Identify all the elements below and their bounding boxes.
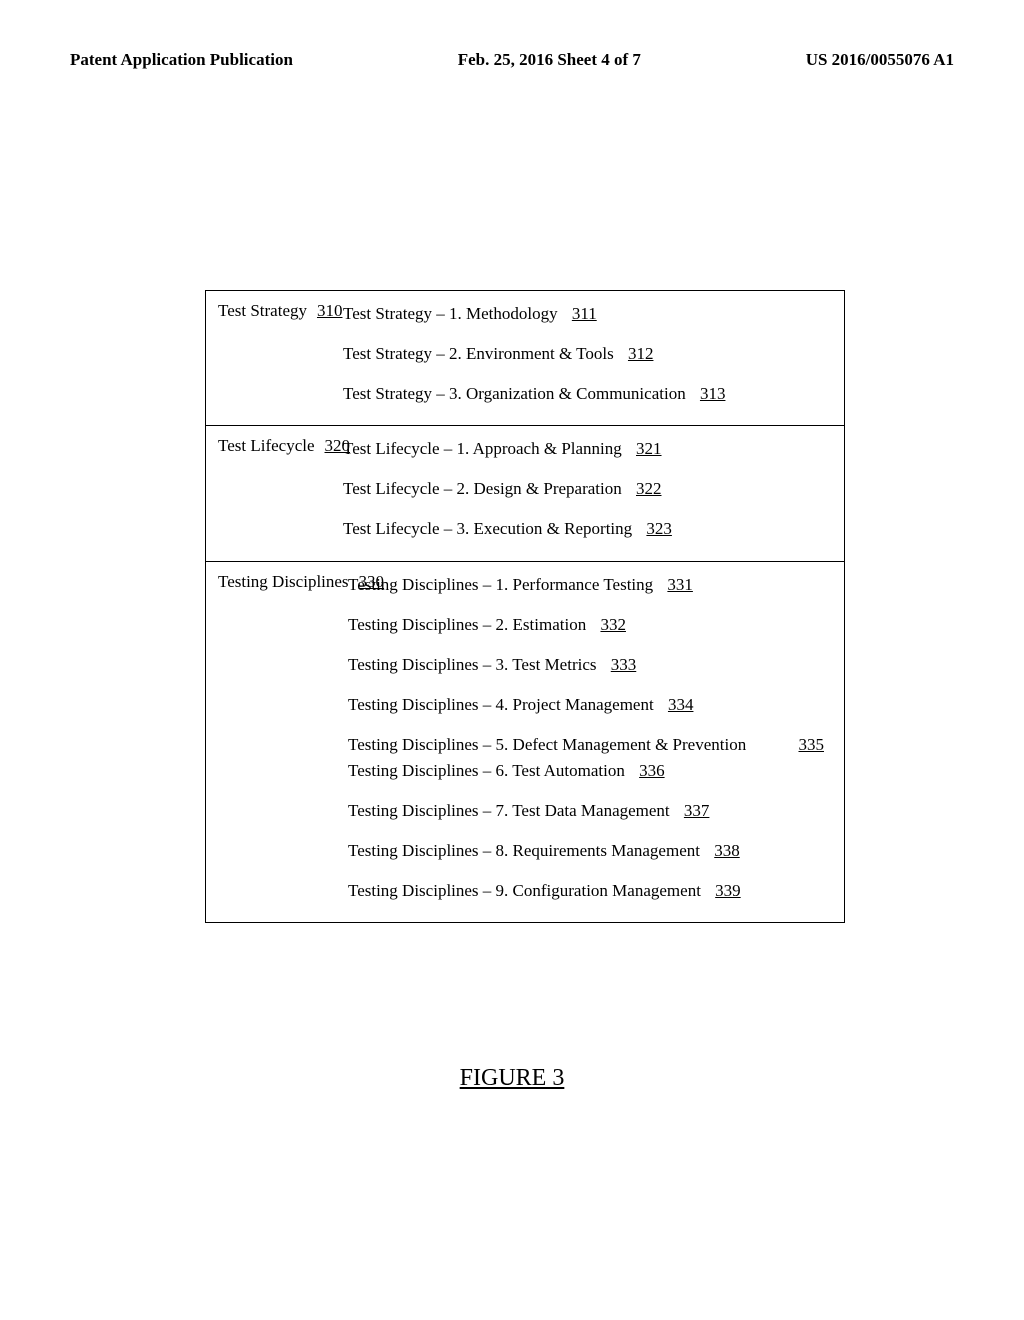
item-text: Testing Disciplines – 1. Performance Tes… xyxy=(348,575,653,594)
section-title: Test Strategy xyxy=(218,301,307,320)
item-text: Testing Disciplines – 3. Test Metrics xyxy=(348,655,597,674)
header-left: Patent Application Publication xyxy=(70,50,293,70)
item-text: Test Strategy – 2. Environment & Tools xyxy=(343,344,614,363)
list-item: Testing Disciplines – 2. Estimation 332 xyxy=(348,614,832,636)
item-text: Testing Disciplines – 8. Requirements Ma… xyxy=(348,841,700,860)
list-item: Testing Disciplines – 8. Requirements Ma… xyxy=(348,840,832,862)
section-items: Test Strategy – 1. Methodology 311 Test … xyxy=(218,303,832,405)
item-ref: 338 xyxy=(714,841,740,860)
item-ref: 334 xyxy=(668,695,694,714)
section-title: Test Lifecycle xyxy=(218,436,315,455)
item-text: Testing Disciplines – 2. Estimation xyxy=(348,615,586,634)
figure-label: FIGURE 3 xyxy=(0,1065,1024,1092)
item-ref: 313 xyxy=(700,384,726,403)
list-item: Testing Disciplines – 5. Defect Manageme… xyxy=(348,734,832,756)
section-test-strategy: Test Strategy 310 Test Strategy – 1. Met… xyxy=(206,291,844,426)
section-test-lifecycle: Test Lifecycle 320 Test Lifecycle – 1. A… xyxy=(206,426,844,561)
header-center: Feb. 25, 2016 Sheet 4 of 7 xyxy=(458,50,641,70)
list-item: Testing Disciplines – 4. Project Managem… xyxy=(348,694,832,716)
list-item: Test Lifecycle – 1. Approach & Planning … xyxy=(343,438,832,460)
list-item: Testing Disciplines – 3. Test Metrics 33… xyxy=(348,654,832,676)
section-ref: 310 xyxy=(317,301,343,320)
item-ref: 331 xyxy=(667,575,693,594)
item-ref: 311 xyxy=(572,304,597,323)
page-header: Patent Application Publication Feb. 25, … xyxy=(0,0,1024,70)
item-text: Test Strategy – 1. Methodology xyxy=(343,304,558,323)
item-text: Testing Disciplines – 6. Test Automation xyxy=(348,761,625,780)
item-ref: 323 xyxy=(646,519,672,538)
item-ref: 339 xyxy=(715,881,741,900)
item-ref: 312 xyxy=(628,344,654,363)
item-text: Test Lifecycle – 1. Approach & Planning xyxy=(343,439,622,458)
list-item: Testing Disciplines – 6. Test Automation… xyxy=(348,760,832,782)
item-ref: 321 xyxy=(636,439,662,458)
item-ref: 337 xyxy=(684,801,710,820)
list-item: Test Strategy – 1. Methodology 311 xyxy=(343,303,832,325)
item-text: Test Strategy – 3. Organization & Commun… xyxy=(343,384,686,403)
header-right: US 2016/0055076 A1 xyxy=(806,50,954,70)
item-ref: 335 xyxy=(799,734,825,756)
section-title: Testing Disciplines xyxy=(218,572,349,591)
list-item: Testing Disciplines – 7. Test Data Manag… xyxy=(348,800,832,822)
list-item: Test Strategy – 3. Organization & Commun… xyxy=(343,383,832,405)
item-text: Testing Disciplines – 5. Defect Manageme… xyxy=(348,735,746,754)
section-items: Testing Disciplines – 1. Performance Tes… xyxy=(218,574,832,903)
item-text: Testing Disciplines – 9. Configuration M… xyxy=(348,881,701,900)
item-ref: 336 xyxy=(639,761,665,780)
item-text: Test Lifecycle – 2. Design & Preparation xyxy=(343,479,622,498)
item-ref: 333 xyxy=(611,655,637,674)
item-text: Test Lifecycle – 3. Execution & Reportin… xyxy=(343,519,632,538)
list-item: Testing Disciplines – 9. Configuration M… xyxy=(348,880,832,902)
item-text: Testing Disciplines – 4. Project Managem… xyxy=(348,695,654,714)
list-item: Testing Disciplines – 1. Performance Tes… xyxy=(348,574,832,596)
diagram-box: Test Strategy 310 Test Strategy – 1. Met… xyxy=(205,290,845,923)
list-item: Test Lifecycle – 3. Execution & Reportin… xyxy=(343,518,832,540)
item-text: Testing Disciplines – 7. Test Data Manag… xyxy=(348,801,670,820)
list-item: Test Strategy – 2. Environment & Tools 3… xyxy=(343,343,832,365)
list-item: Test Lifecycle – 2. Design & Preparation… xyxy=(343,478,832,500)
item-ref: 322 xyxy=(636,479,662,498)
section-testing-disciplines: Testing Disciplines 330 Testing Discipli… xyxy=(206,562,844,923)
item-ref: 332 xyxy=(600,615,626,634)
